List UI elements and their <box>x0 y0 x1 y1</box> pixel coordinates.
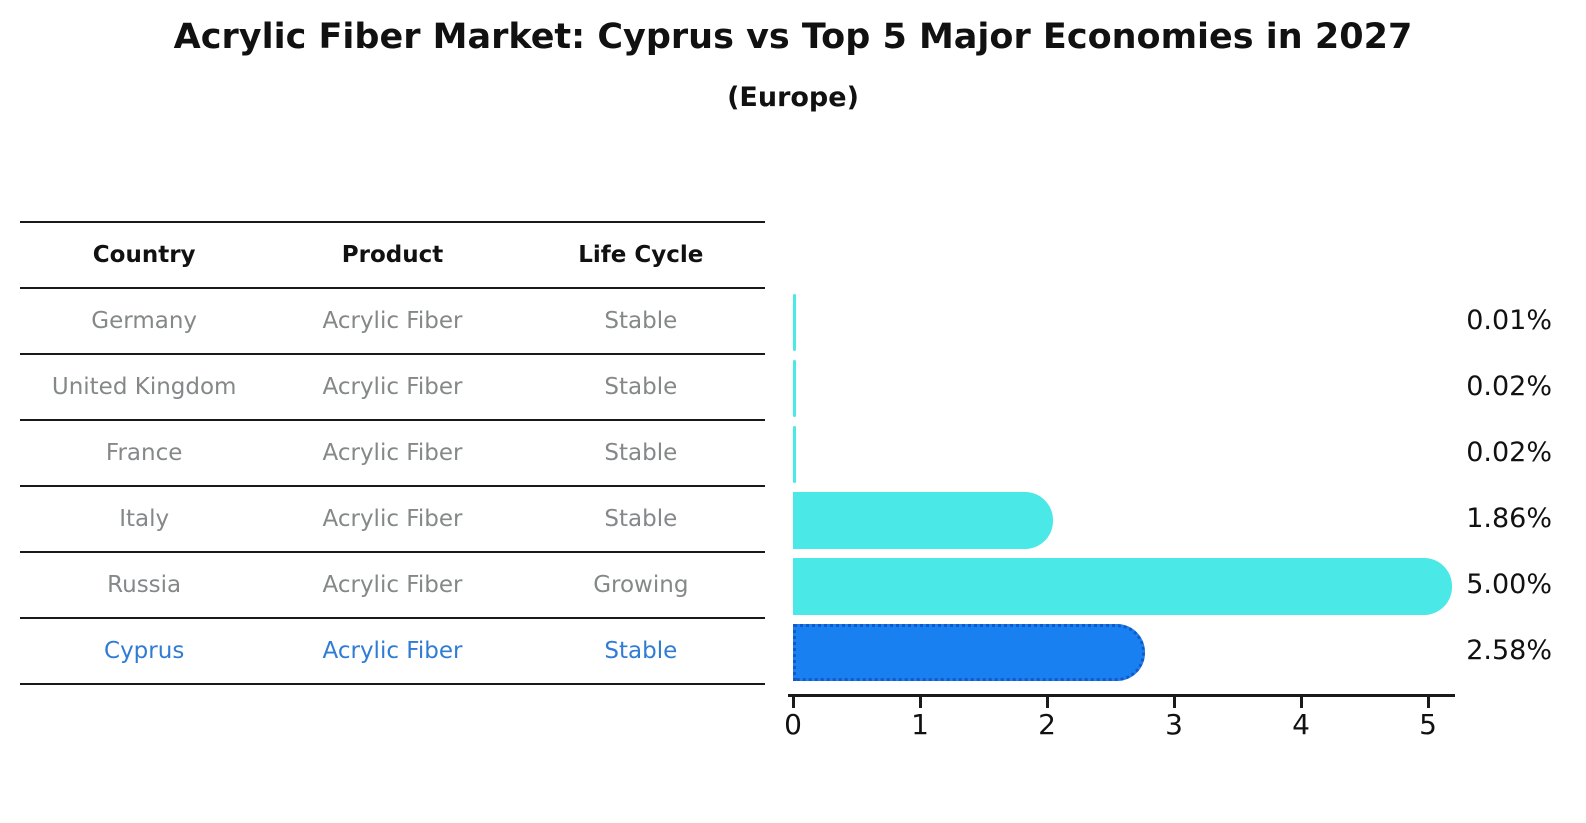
table-row-italy: Italy Acrylic Fiber Stable <box>20 485 765 551</box>
x-axis-line <box>788 694 1455 697</box>
x-axis-tick-label-1: 1 <box>911 708 929 741</box>
chart-title: Acrylic Fiber Market: Cyprus vs Top 5 Ma… <box>173 17 1413 57</box>
x-axis-tick-label-2: 2 <box>1038 708 1056 741</box>
cell-product: Acrylic Fiber <box>322 374 463 400</box>
table-row-united-kingdom: United Kingdom Acrylic Fiber Stable <box>20 353 765 419</box>
cell-life-cycle: Stable <box>604 308 678 334</box>
cell-product: Acrylic Fiber <box>322 506 463 532</box>
x-axis-tick-1 <box>918 697 922 708</box>
comparison-table: Country Product Life Cycle Germany Acryl… <box>20 221 765 685</box>
cell-country: Italy <box>119 506 170 532</box>
table-row-cyprus: Cyprus Acrylic Fiber Stable <box>20 617 765 683</box>
x-axis-tick-2 <box>1045 697 1049 708</box>
cell-country: Germany <box>91 308 198 334</box>
cell-life-cycle: Stable <box>604 374 678 400</box>
x-axis-tick-label-3: 3 <box>1165 708 1183 741</box>
column-header-country: Country <box>92 242 196 268</box>
value-label-germany: 0.01% <box>1466 305 1552 336</box>
x-axis-tick-5 <box>1426 697 1430 708</box>
column-header-life-cycle: Life Cycle <box>578 242 704 268</box>
cell-life-cycle: Growing <box>593 572 689 598</box>
table-row-france: France Acrylic Fiber Stable <box>20 419 765 485</box>
cell-product: Acrylic Fiber <box>322 440 463 466</box>
x-axis-tick-label-5: 5 <box>1419 708 1437 741</box>
bar-italy <box>793 491 1054 549</box>
column-header-product: Product <box>341 242 444 268</box>
bar-france <box>793 425 796 483</box>
cell-country: United Kingdom <box>51 374 237 400</box>
cell-life-cycle: Stable <box>604 638 678 664</box>
cell-product: Acrylic Fiber <box>322 572 463 598</box>
table-row-russia: Russia Acrylic Fiber Growing <box>20 551 765 617</box>
value-label-russia: 5.00% <box>1466 569 1552 600</box>
bar-germany <box>793 293 796 351</box>
value-label-france: 0.02% <box>1466 437 1552 468</box>
table-row-germany: Germany Acrylic Fiber Stable <box>20 287 765 353</box>
cell-product: Acrylic Fiber <box>322 308 463 334</box>
cell-life-cycle: Stable <box>604 506 678 532</box>
x-axis-tick-label-0: 0 <box>784 708 802 741</box>
x-axis-tick-label-4: 4 <box>1292 708 1310 741</box>
x-axis-tick-0 <box>791 697 795 708</box>
cell-country: France <box>105 440 183 466</box>
bar-united-kingdom <box>793 359 796 417</box>
cell-life-cycle: Stable <box>604 440 678 466</box>
value-label-italy: 1.86% <box>1466 503 1552 534</box>
cell-product: Acrylic Fiber <box>322 638 463 664</box>
x-axis-tick-3 <box>1172 697 1176 708</box>
value-label-united-kingdom: 0.02% <box>1466 371 1552 402</box>
bar-cyprus <box>793 623 1145 681</box>
cell-country: Russia <box>107 572 182 598</box>
x-axis-tick-4 <box>1299 697 1303 708</box>
bar-russia <box>793 557 1452 615</box>
chart-subtitle: (Europe) <box>727 82 859 113</box>
cell-country: Cyprus <box>104 638 185 664</box>
table-header-row: Country Product Life Cycle <box>20 221 765 287</box>
value-label-cyprus: 2.58% <box>1466 635 1552 666</box>
